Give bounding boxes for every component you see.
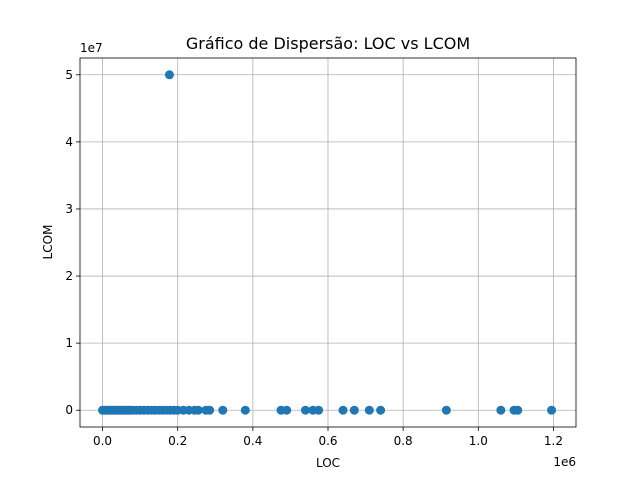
y-axis-ticks: 0 1 2 3 4 5 — [65, 68, 80, 417]
scatter-point — [547, 405, 557, 415]
scatter-point — [193, 405, 203, 415]
x-tick-label: 0.8 — [394, 434, 413, 448]
y-tick-label: 5 — [65, 68, 73, 82]
scatter-point — [282, 405, 292, 415]
scatter-point — [164, 70, 174, 80]
scatter-point — [300, 405, 310, 415]
x-tick-label: 1.2 — [544, 434, 563, 448]
scatter-point — [513, 405, 523, 415]
y-tick-label: 3 — [65, 202, 73, 216]
scatter-point — [364, 405, 374, 415]
x-tick-label: 0.2 — [168, 434, 187, 448]
x-offset-label: 1e6 — [553, 455, 576, 469]
scatter-point — [376, 405, 386, 415]
y-tick-label: 2 — [65, 269, 73, 283]
scatter-point — [240, 405, 250, 415]
x-tick-label: 0.6 — [318, 434, 337, 448]
y-offset-label: 1e7 — [80, 41, 103, 55]
scatter-point — [338, 405, 348, 415]
y-tick-label: 4 — [65, 135, 73, 149]
y-tick-label: 1 — [65, 336, 73, 350]
x-axis-ticks: 0.0 0.2 0.4 0.6 0.8 1.0 1.2 — [93, 427, 563, 448]
scatter-point — [205, 405, 215, 415]
y-tick-label: 0 — [65, 403, 73, 417]
data-points — [98, 70, 557, 415]
scatter-point — [218, 405, 228, 415]
x-tick-label: 0.4 — [243, 434, 262, 448]
y-axis-label: LCOM — [41, 225, 55, 260]
scatter-point — [349, 405, 359, 415]
chart-title: Gráfico de Dispersão: LOC vs LCOM — [186, 34, 470, 53]
x-tick-label: 0.0 — [93, 434, 112, 448]
scatter-point — [441, 405, 451, 415]
x-axis-label: LOC — [316, 456, 340, 470]
scatter-point — [496, 405, 506, 415]
scatter-point — [314, 405, 324, 415]
x-tick-label: 1.0 — [469, 434, 488, 448]
grid-lines — [80, 58, 576, 427]
